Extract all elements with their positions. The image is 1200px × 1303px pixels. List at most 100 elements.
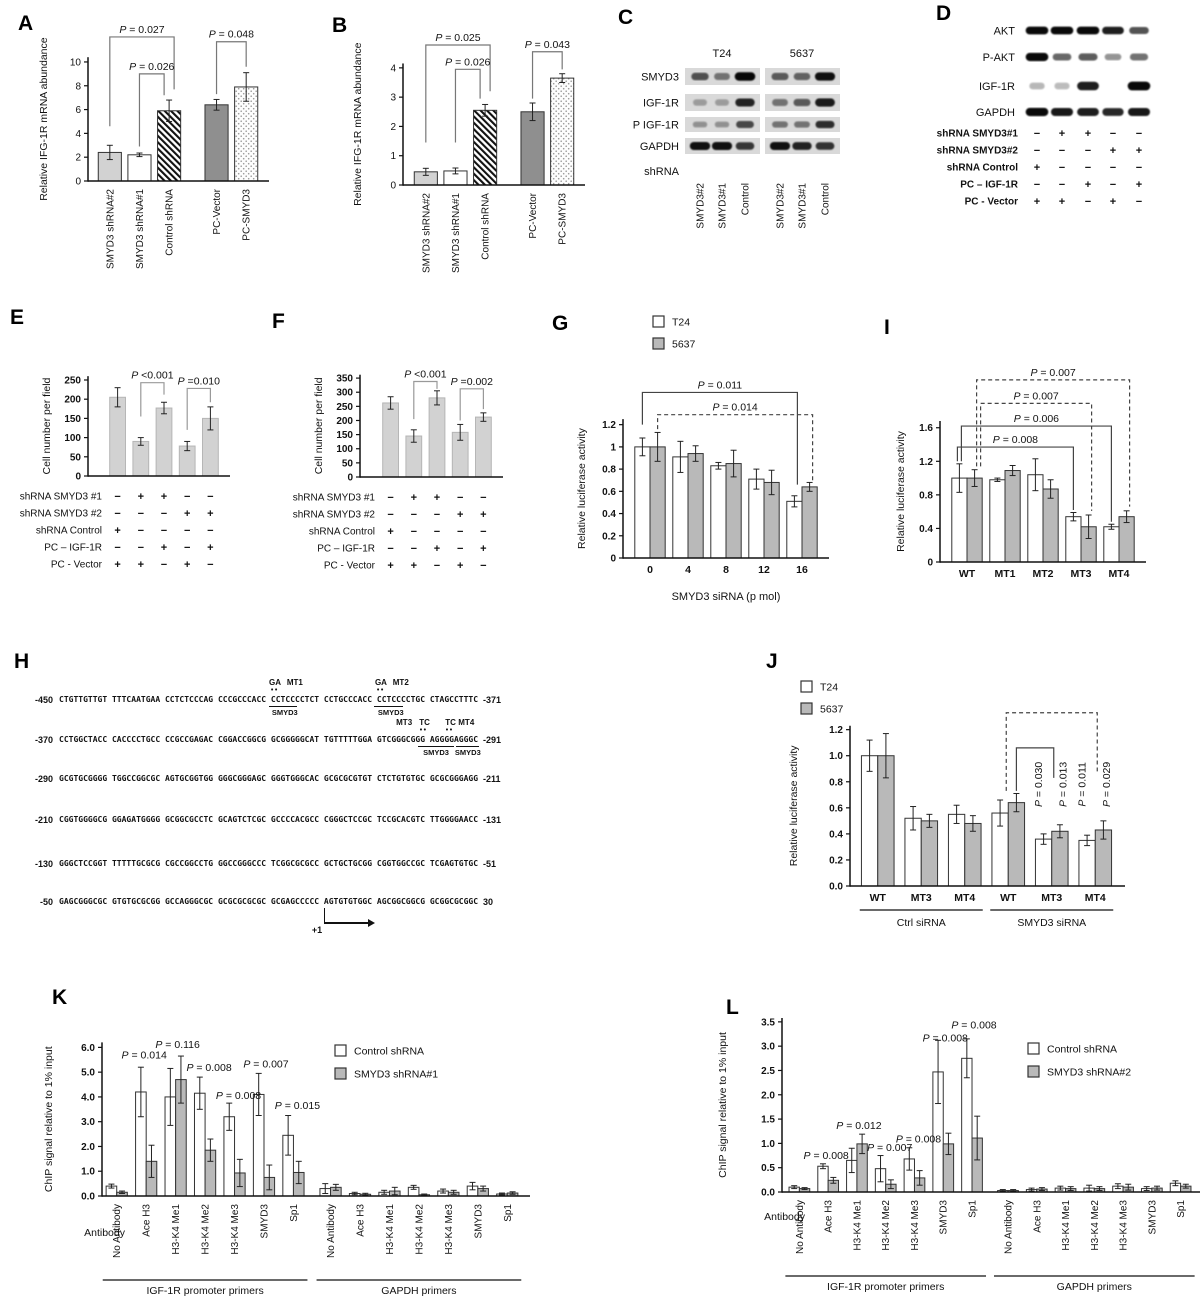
svg-text:shRNA Control: shRNA Control (309, 527, 375, 538)
svg-text:0: 0 (610, 554, 616, 565)
svg-text:+: + (480, 543, 486, 555)
svg-text:+: + (1059, 196, 1065, 208)
svg-text:−: − (457, 543, 463, 555)
panel-label-k: K (52, 986, 68, 1009)
svg-text:Sp1: Sp1 (503, 1204, 514, 1222)
svg-text:Ctrl siRNA: Ctrl siRNA (897, 917, 946, 929)
panel-l-chip-chart: 0.0 0.5 1.0 1.5 2.0 2.5 3.0 3.5 ChIP signal rela… (700, 985, 1200, 1303)
tss-arrow-horizontal (323, 922, 368, 924)
svg-text:−: − (161, 525, 167, 537)
svg-text:0.6: 0.6 (829, 803, 843, 814)
svg-text:shRNA SMYD3 #2: shRNA SMYD3 #2 (293, 510, 376, 521)
mutation-label: TC (419, 718, 430, 727)
svg-text:+: + (114, 559, 120, 571)
svg-text:P = 0.007: P = 0.007 (1013, 390, 1058, 402)
svg-text:−: − (161, 508, 167, 520)
svg-text:−: − (457, 526, 463, 538)
svg-text:6.0: 6.0 (81, 1043, 95, 1054)
svg-text:0.2: 0.2 (829, 855, 843, 866)
svg-text:PC-SMYD3: PC-SMYD3 (558, 193, 569, 245)
svg-text:Cell number per field: Cell number per field (313, 377, 325, 474)
svg-text:+: + (207, 542, 213, 554)
svg-text:+: + (434, 492, 440, 504)
svg-text:Relative IFG-1R mRNA abundance: Relative IFG-1R mRNA abundance (38, 37, 50, 201)
svg-text:−: − (387, 543, 393, 555)
svg-text:−: − (138, 508, 144, 520)
svg-text:1.2: 1.2 (919, 457, 933, 468)
svg-text:Relative luciferase activity: Relative luciferase activity (788, 745, 800, 867)
svg-text:MT2: MT2 (1033, 568, 1054, 580)
svg-text:PC – IGF-1R: PC – IGF-1R (317, 544, 375, 555)
svg-text:PC-Vector: PC-Vector (212, 188, 223, 234)
smyd3-site-underline (374, 705, 404, 707)
chart-k-svg: 0.0 1.0 2.0 3.0 4.0 5.0 6.0 ChIP signal relativ… (43, 1039, 530, 1297)
mutation-label: MT3 (396, 718, 413, 727)
svg-text:MT4: MT4 (954, 892, 975, 904)
svg-text:1.6: 1.6 (919, 423, 933, 434)
svg-text:H3-K4 Me1: H3-K4 Me1 (385, 1204, 396, 1255)
svg-text:GAPDH primers: GAPDH primers (1057, 1281, 1132, 1293)
svg-text:1.2: 1.2 (829, 725, 843, 736)
svg-text:−: − (1059, 162, 1065, 174)
svg-text:−: − (1136, 162, 1142, 174)
svg-text:4: 4 (685, 564, 691, 576)
chart-i-svg: 0 0.4 0.8 1.2 1.6 Relative luciferase activit… (895, 367, 1146, 580)
svg-text:SMYD3 shRNA#1: SMYD3 shRNA#1 (354, 1069, 438, 1081)
svg-text:1: 1 (390, 151, 396, 162)
mutation-dots: •• (270, 687, 279, 694)
mutation-dots: •• (376, 687, 385, 694)
svg-text:0: 0 (927, 558, 933, 569)
svg-text:IGF-1R promoter primers: IGF-1R promoter primers (827, 1281, 944, 1293)
smyd3-site-label: SMYD3 (423, 747, 449, 757)
svg-text:PC – IGF-1R: PC – IGF-1R (44, 543, 102, 554)
svg-text:−: − (411, 543, 417, 555)
sequence-line: -290 GCGTGCGGGG TGGCCGGCGC AGTGCGGTGG GGG… (34, 774, 501, 784)
svg-text:−: − (387, 509, 393, 521)
svg-text:−: − (480, 492, 486, 504)
panel-i-bar-chart: 0 0.4 0.8 1.2 1.6 Relative luciferase activit… (870, 305, 1200, 610)
svg-text:P = 0.015: P = 0.015 (275, 1100, 320, 1112)
svg-text:−: − (1110, 179, 1116, 191)
svg-text:−: − (1085, 145, 1091, 157)
svg-text:0.0: 0.0 (761, 1188, 775, 1199)
panel-k-chip-chart: 0.0 1.0 2.0 3.0 4.0 5.0 6.0 ChIP signal relativ… (30, 985, 630, 1303)
svg-text:ChIP signal relative to 1% inp: ChIP signal relative to 1% input (43, 1046, 55, 1192)
svg-text:3.0: 3.0 (81, 1117, 95, 1128)
mutation-dots: •• (419, 727, 428, 734)
svg-text:−: − (114, 542, 120, 554)
svg-text:2.0: 2.0 (761, 1090, 775, 1101)
panel-label-h: H (14, 650, 30, 673)
svg-text:P = 0.011: P = 0.011 (698, 379, 743, 391)
svg-text:−: − (1136, 128, 1142, 140)
panel-label-d: D (936, 2, 952, 25)
svg-text:3.5: 3.5 (761, 1017, 775, 1028)
svg-text:1.0: 1.0 (829, 751, 843, 762)
svg-text:−: − (411, 526, 417, 538)
svg-text:shRNA SMYD3 #1: shRNA SMYD3 #1 (293, 493, 376, 504)
svg-text:P = 0.025: P = 0.025 (435, 32, 480, 44)
svg-text:SMYD3 siRNA (p mol): SMYD3 siRNA (p mol) (672, 591, 781, 603)
chart-b-svg: 0 1 2 3 4 Relative IFG-1R mRNA abundance SMYD3… (352, 32, 585, 273)
mutation-label: MT4 (458, 718, 475, 727)
sequence-line: -370 CCTGGCTACC CACCCCTGCC CCGCCGAGAC CGG… (34, 718, 502, 757)
svg-text:SMYD3 shRNA#2: SMYD3 shRNA#2 (1047, 1067, 1131, 1079)
svg-text:H3-K4 Me2: H3-K4 Me2 (881, 1200, 892, 1251)
svg-text:PC-SMYD3: PC-SMYD3 (242, 189, 253, 241)
svg-text:16: 16 (796, 564, 808, 576)
svg-text:SMYD3: SMYD3 (259, 1204, 270, 1239)
svg-text:P = 0.027: P = 0.027 (119, 24, 164, 36)
svg-text:−: − (457, 492, 463, 504)
svg-text:−: − (1059, 145, 1065, 157)
sequence-line: -450 CTGTTGTTGT TTTCAATGAA CCTCTCCCAG CCC… (34, 678, 502, 717)
svg-text:P-AKT: P-AKT (983, 52, 1016, 64)
svg-text:−: − (434, 560, 440, 572)
svg-text:MT4: MT4 (1109, 568, 1130, 580)
blot-d-svg: AKT P-AKT IGF-1R GAPDH shRNA SMYD3#1 − + + − − shR… (937, 26, 1151, 208)
svg-text:+: + (184, 508, 190, 520)
svg-text:100: 100 (336, 444, 353, 455)
svg-text:SMYD3 shRNA#2: SMYD3 shRNA#2 (421, 193, 432, 273)
svg-text:−: − (138, 525, 144, 537)
svg-text:200: 200 (64, 395, 81, 406)
svg-text:1.2: 1.2 (602, 420, 616, 431)
panel-label-c: C (618, 6, 634, 29)
